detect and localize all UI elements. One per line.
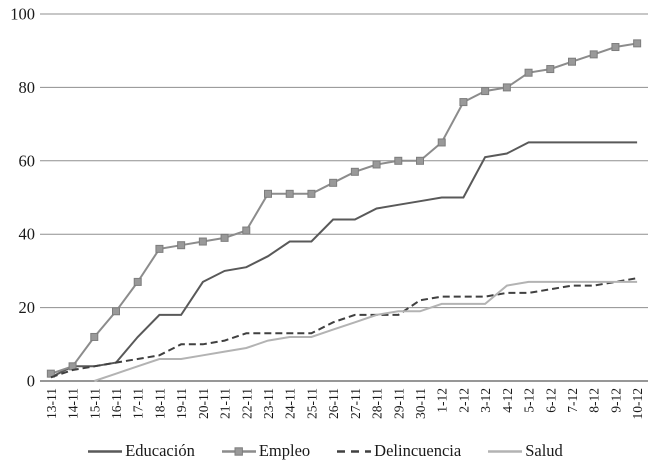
x-axis-tick-label-22-11: 22-11 — [239, 388, 254, 419]
series-marker-empleo-8-12 — [589, 50, 598, 59]
legend-label-empleo: Empleo — [258, 441, 311, 460]
x-axis-tick-label-6-12: 6-12 — [543, 388, 558, 413]
x-axis-tick-label-4-12: 4-12 — [500, 388, 515, 413]
x-axis-tick-label-9-12: 9-12 — [608, 388, 623, 413]
series-marker-empleo-4-12 — [502, 83, 511, 92]
x-axis-tick-label-23-11: 23-11 — [261, 388, 276, 419]
x-axis-tick-label-29-11: 29-11 — [391, 388, 406, 419]
series-marker-empleo-10-12 — [633, 39, 642, 48]
x-axis-tick-label-14-11: 14-11 — [66, 388, 81, 419]
y-axis-tick-label-60: 60 — [19, 151, 36, 170]
series-marker-empleo-28-11 — [372, 160, 381, 169]
series-marker-empleo-24-11 — [285, 189, 294, 198]
y-axis-tick-label-0: 0 — [27, 372, 35, 391]
legend-swatch-empleo-line-icon — [221, 446, 256, 456]
series-marker-empleo-9-12 — [611, 43, 620, 52]
legend-swatch-salud-line-icon — [488, 449, 523, 453]
x-axis-tick-label-24-11: 24-11 — [283, 388, 298, 419]
legend-label-educacion: Educación — [125, 441, 195, 460]
x-axis-tick-label-7-12: 7-12 — [565, 388, 580, 413]
y-axis-tick-label-80: 80 — [19, 78, 36, 97]
series-marker-empleo-25-11 — [307, 189, 316, 198]
series-marker-empleo-18-11 — [155, 244, 164, 253]
series-marker-empleo-2-12 — [459, 98, 468, 107]
x-axis-tick-label-1-12: 1-12 — [435, 388, 450, 413]
y-axis-tick-label-100: 100 — [10, 5, 35, 24]
legend-swatch-educacion-line-icon — [88, 449, 123, 453]
series-marker-empleo-20-11 — [198, 237, 207, 246]
x-axis-tick-label-10-12: 10-12 — [630, 388, 645, 420]
x-axis-tick-label-19-11: 19-11 — [174, 388, 189, 419]
x-axis-tick-label-18-11: 18-11 — [152, 388, 167, 419]
chart-canvas: 0 20 40 60 80 100 13-11 14-11 15-11 16-11 17-11 18-… — [10, 5, 648, 420]
legend-item-salud: Salud — [487, 441, 563, 461]
x-axis-tick-label-2-12: 2-12 — [456, 388, 471, 413]
x-axis-tick-label-16-11: 16-11 — [109, 388, 124, 419]
x-axis-tick-label-26-11: 26-11 — [326, 388, 341, 419]
x-axis-tick-label-3-12: 3-12 — [478, 388, 493, 413]
series-marker-empleo-26-11 — [329, 178, 338, 187]
series-line-empleo — [50, 42, 638, 375]
x-axis-tick-label-25-11: 25-11 — [304, 388, 319, 419]
series-line-salud — [93, 280, 638, 382]
x-axis-tick-label-21-11: 21-11 — [218, 388, 233, 419]
series-marker-empleo-17-11 — [133, 277, 142, 286]
y-axis-tick-label-20: 20 — [19, 298, 36, 317]
series-marker-empleo-30-11 — [416, 156, 424, 165]
x-axis-tick-label-28-11: 28-11 — [370, 388, 385, 419]
legend-item-empleo: Empleo — [221, 441, 310, 461]
series-marker-empleo-6-12 — [546, 65, 555, 74]
x-axis-tick-label-30-11: 30-11 — [413, 388, 428, 419]
series-marker-empleo-7-12 — [568, 57, 576, 66]
series-marker-empleo-16-11 — [112, 307, 120, 316]
x-axis-tick-label-5-12: 5-12 — [522, 388, 537, 413]
x-axis-tick-label-8-12: 8-12 — [587, 388, 602, 413]
series-marker-empleo-15-11 — [90, 332, 99, 341]
legend-item-educacion: Educación — [87, 441, 195, 461]
series-marker-empleo-22-11 — [242, 226, 251, 235]
series-marker-empleo-23-11 — [264, 189, 272, 198]
x-axis-tick-label-15-11: 15-11 — [87, 388, 102, 419]
x-axis-tick-label-27-11: 27-11 — [348, 388, 363, 419]
x-axis-tick-label-17-11: 17-11 — [131, 388, 146, 419]
series-line-delincuencia — [50, 277, 638, 379]
legend-label-delincuencia: Delincuencia — [374, 441, 462, 460]
series-marker-empleo-3-12 — [481, 87, 490, 96]
chart-legend: Educación Empleo Delincuencia Salud — [0, 437, 650, 465]
legend-swatch-delincuencia-dashed-line-icon — [337, 449, 372, 453]
x-axis-tick-label-20-11: 20-11 — [196, 388, 211, 419]
legend-label-salud: Salud — [525, 441, 563, 460]
series-marker-empleo-21-11 — [220, 233, 229, 242]
x-axis-tick-label-13-11: 13-11 — [44, 388, 59, 419]
series-marker-empleo-27-11 — [350, 167, 359, 176]
series-marker-empleo-29-11 — [394, 156, 403, 165]
y-axis-tick-label-40: 40 — [19, 225, 36, 244]
series-marker-empleo-5-12 — [524, 68, 533, 77]
series-line-educación — [50, 141, 638, 379]
series-marker-empleo-19-11 — [177, 241, 186, 250]
legend-item-delincuencia: Delincuencia — [336, 441, 461, 461]
series-marker-empleo-1-12 — [437, 138, 446, 147]
legend-square-marker-icon — [234, 446, 243, 456]
